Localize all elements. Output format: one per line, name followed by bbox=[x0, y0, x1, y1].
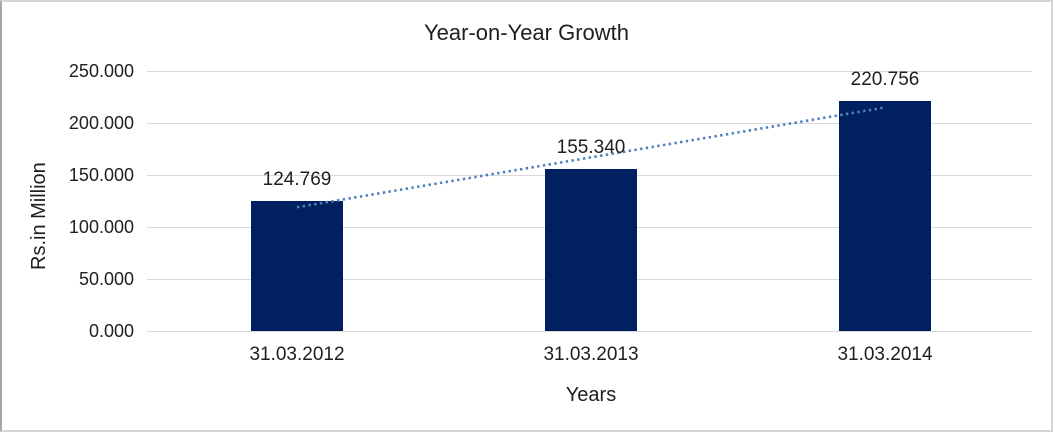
category-label: 31.03.2012 bbox=[249, 344, 345, 365]
gridline bbox=[147, 331, 1032, 332]
y-tick-label: 250.000 bbox=[68, 61, 134, 81]
y-tick-label: 200.000 bbox=[68, 113, 134, 133]
bar bbox=[251, 201, 343, 331]
y-tick-label: 100.000 bbox=[68, 217, 134, 237]
y-axis-title: Rs.in Million bbox=[28, 162, 50, 270]
bar bbox=[545, 169, 637, 331]
bar-value-label: 124.769 bbox=[262, 169, 332, 190]
plot-area bbox=[147, 71, 1032, 332]
x-axis-title: Years bbox=[565, 384, 617, 406]
category-label: 31.03.2014 bbox=[837, 344, 933, 365]
y-tick-label: 50.000 bbox=[78, 269, 134, 289]
bar-value-label: 155.340 bbox=[556, 137, 626, 158]
bar-value-label: 220.756 bbox=[850, 69, 920, 90]
gridline bbox=[147, 71, 1032, 72]
y-tick-label: 150.000 bbox=[68, 165, 134, 185]
y-tick-label: 0.000 bbox=[88, 321, 134, 341]
bar bbox=[839, 101, 931, 331]
category-label: 31.03.2013 bbox=[543, 344, 639, 365]
chart-title: Year-on-Year Growth bbox=[423, 20, 630, 45]
